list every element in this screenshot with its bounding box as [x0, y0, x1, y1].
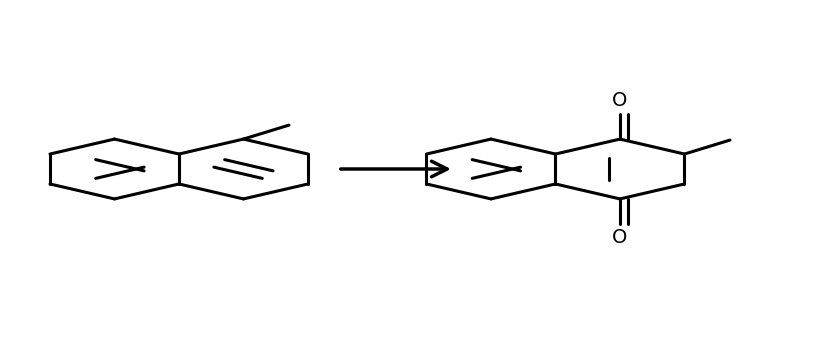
Text: O: O [612, 228, 627, 247]
Text: O: O [612, 91, 627, 110]
